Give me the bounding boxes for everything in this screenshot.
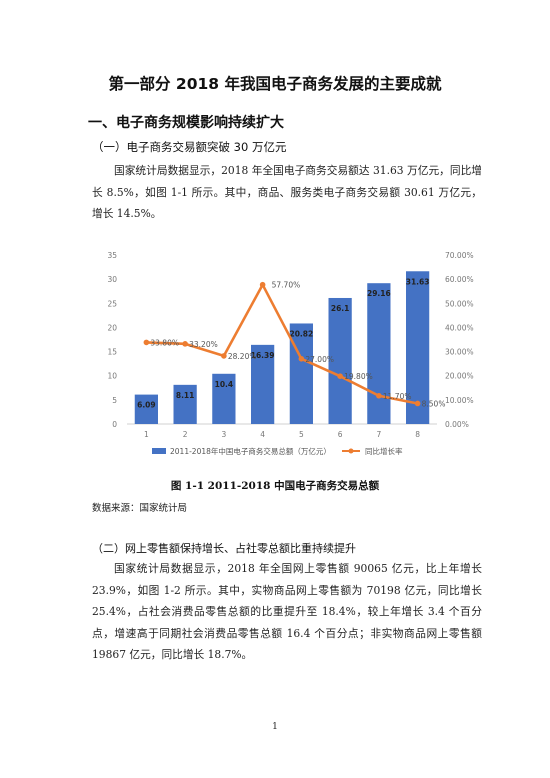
bar-value-label: 16.39 bbox=[251, 351, 275, 360]
figure-caption: 图 1-1 2011-2018 中国电子商务交易总额 bbox=[170, 480, 380, 492]
bar bbox=[173, 384, 197, 424]
y-left-tick-label: 5 bbox=[112, 396, 117, 405]
bar-value-label: 26.1 bbox=[331, 304, 350, 313]
bar-value-label: 29.16 bbox=[367, 289, 391, 298]
paragraph-ecommerce-volume: 国家统计局数据显示，2018 年全国电子商务交易额达 31.63 万亿元，同比增… bbox=[92, 164, 482, 220]
growth-value-label: 27.00% bbox=[305, 355, 334, 364]
bar bbox=[212, 373, 236, 424]
bar-value-label: 8.11 bbox=[176, 391, 195, 400]
y-left-tick-label: 25 bbox=[107, 299, 117, 308]
growth-value-label: 8.50% bbox=[422, 399, 446, 408]
bar-value-label: 10.4 bbox=[215, 380, 234, 389]
x-tick-label: 1 bbox=[144, 430, 149, 439]
growth-value-label: 11.70% bbox=[383, 392, 412, 401]
ecommerce-chart: 051015202530350.00%10.00%20.00%30.00%40.… bbox=[107, 251, 474, 456]
y-left-tick-label: 10 bbox=[107, 372, 117, 381]
y-left-tick-label: 20 bbox=[107, 323, 117, 332]
x-tick-label: 6 bbox=[338, 430, 343, 439]
growth-value-label: 33.20% bbox=[189, 340, 218, 349]
bar bbox=[289, 323, 313, 424]
bar-value-label: 20.82 bbox=[290, 329, 314, 338]
growth-point bbox=[259, 281, 266, 288]
legend-bar-swatch bbox=[152, 448, 166, 454]
x-tick-label: 4 bbox=[260, 430, 265, 439]
bar bbox=[367, 283, 391, 424]
growth-value-label: 33.80% bbox=[150, 338, 179, 347]
page-number: 1 bbox=[272, 722, 278, 732]
y-left-tick-label: 35 bbox=[107, 251, 117, 260]
y-right-tick-label: 30.00% bbox=[445, 348, 474, 357]
y-right-tick-label: 20.00% bbox=[445, 372, 474, 381]
subsection-heading: （一）电子商务交易额突破 30 万亿元 bbox=[92, 140, 287, 154]
y-left-tick-label: 30 bbox=[107, 275, 117, 284]
growth-point bbox=[337, 373, 343, 379]
growth-point bbox=[221, 353, 227, 359]
growth-point bbox=[414, 400, 421, 407]
section-heading: 一、电子商务规模影响持续扩大 bbox=[88, 115, 284, 131]
growth-point bbox=[376, 392, 382, 399]
bar bbox=[406, 271, 430, 424]
figure-source: 数据来源：国家统计局 bbox=[92, 503, 188, 514]
document-title: 第一部分 2018 年我国电子商务发展的主要成就 bbox=[108, 75, 442, 93]
y-left-tick-label: 15 bbox=[107, 348, 117, 357]
growth-value-label: 19.80% bbox=[344, 372, 373, 381]
growth-point bbox=[298, 356, 305, 362]
x-tick-label: 3 bbox=[221, 430, 226, 439]
growth-value-label: 28.20% bbox=[228, 352, 257, 361]
legend-line-marker bbox=[348, 448, 354, 454]
bar bbox=[251, 344, 275, 424]
growth-point bbox=[182, 341, 188, 347]
y-left-tick-label: 0 bbox=[112, 420, 117, 429]
y-right-tick-label: 60.00% bbox=[445, 275, 474, 284]
y-right-tick-label: 10.00% bbox=[445, 396, 474, 405]
growth-value-label: 57.70% bbox=[272, 281, 301, 290]
x-tick-label: 8 bbox=[415, 430, 420, 439]
y-right-tick-label: 0.00% bbox=[445, 420, 469, 429]
x-tick-label: 5 bbox=[299, 430, 304, 439]
growth-line bbox=[146, 283, 418, 405]
legend-line-label: 同比增长率 bbox=[365, 446, 403, 456]
x-tick-label: 7 bbox=[376, 430, 381, 439]
legend-bar-label: 2011-2018年中国电子商务交易总额（万亿元） bbox=[170, 446, 331, 456]
y-right-tick-label: 40.00% bbox=[445, 323, 474, 332]
y-right-tick-label: 50.00% bbox=[445, 299, 474, 308]
y-right-tick-label: 70.00% bbox=[445, 251, 474, 260]
bar bbox=[328, 297, 352, 424]
growth-point bbox=[143, 339, 150, 346]
bar-value-label: 31.63 bbox=[406, 277, 430, 286]
paragraph-online-retail: 国家统计局数据显示，2018 年全国网上零售额 90065 亿元，比上年增长 2… bbox=[92, 562, 482, 661]
subsection-heading-online-retail: （二）网上零售额保持增长、占社零总额比重持续提升 bbox=[92, 542, 356, 555]
x-tick-label: 2 bbox=[183, 430, 188, 439]
bar-value-label: 6.09 bbox=[137, 401, 156, 410]
bar bbox=[134, 394, 158, 424]
